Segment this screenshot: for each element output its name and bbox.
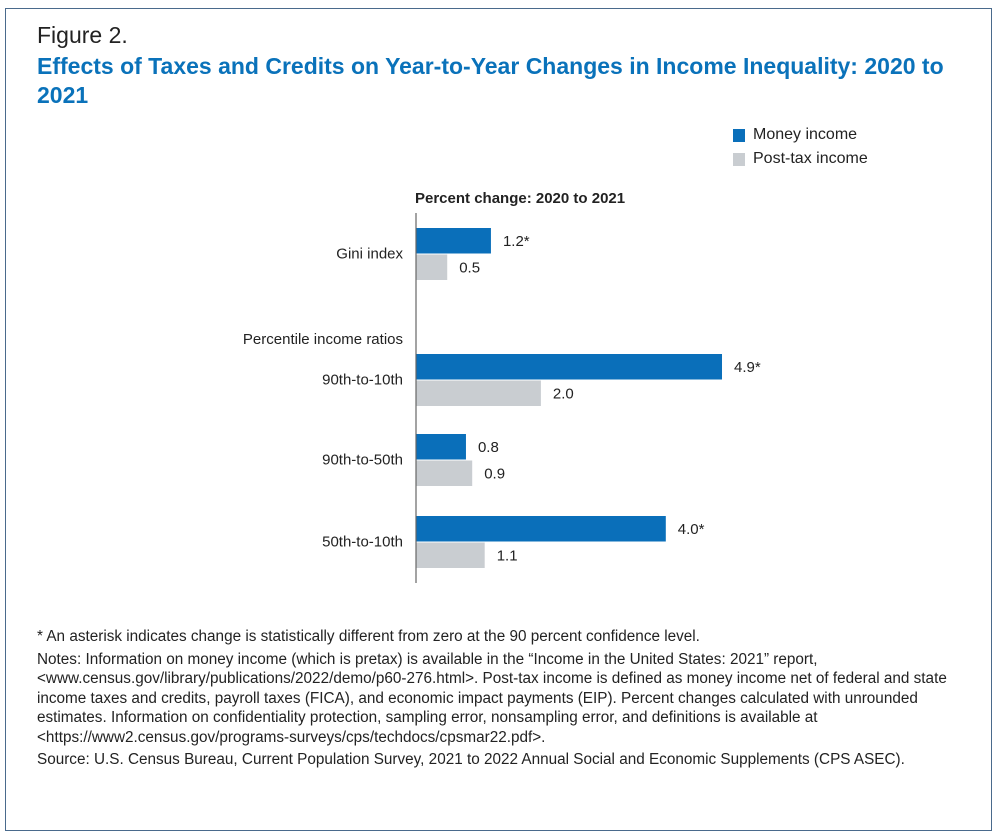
group-label: Percentile income ratios [243, 331, 403, 348]
bar-post-tax-income [416, 542, 485, 568]
bar-money-income [416, 516, 666, 542]
notes: * An asterisk indicates change is statis… [37, 627, 967, 773]
legend: Money income Post-tax income [733, 123, 868, 171]
data-label: 0.5 [459, 259, 480, 276]
source-text: Source: U.S. Census Bureau, Current Popu… [37, 751, 905, 768]
legend-label: Money income [753, 126, 858, 143]
data-label: 4.0* [678, 521, 705, 538]
data-label: 4.9* [734, 359, 761, 376]
bar-post-tax-income [416, 254, 448, 280]
category-label: Gini index [336, 246, 403, 263]
legend-swatch-post-tax [733, 152, 745, 166]
figure-label: Figure 2. [37, 22, 128, 48]
data-label: 0.8 [478, 439, 499, 456]
data-label: 0.9 [484, 465, 505, 482]
bar-post-tax-income [416, 460, 473, 486]
legend-label: Post-tax income [753, 150, 868, 167]
bar-money-income [416, 434, 466, 460]
legend-item-post-tax-income: Post-tax income [733, 147, 868, 171]
data-label: 1.2* [503, 233, 530, 250]
category-label: 50th-to-10th [322, 534, 403, 551]
bar-money-income [416, 228, 491, 254]
notes-text: Notes: Information on money income (whic… [37, 650, 947, 746]
legend-item-money-income: Money income [733, 123, 868, 147]
figure-frame [5, 8, 992, 831]
chart-title: Effects of Taxes and Credits on Year-to-… [37, 53, 944, 108]
x-axis-title: Percent change: 2020 to 2021 [415, 190, 625, 207]
bar-post-tax-income [416, 380, 541, 406]
legend-swatch-money [733, 128, 745, 142]
bar-money-income [416, 354, 723, 380]
category-label: 90th-to-10th [322, 372, 403, 389]
data-label: 2.0 [553, 385, 574, 402]
asterisk-note: * An asterisk indicates change is statis… [37, 628, 700, 645]
data-label: 1.1 [497, 547, 518, 564]
category-label: 90th-to-50th [322, 452, 403, 469]
